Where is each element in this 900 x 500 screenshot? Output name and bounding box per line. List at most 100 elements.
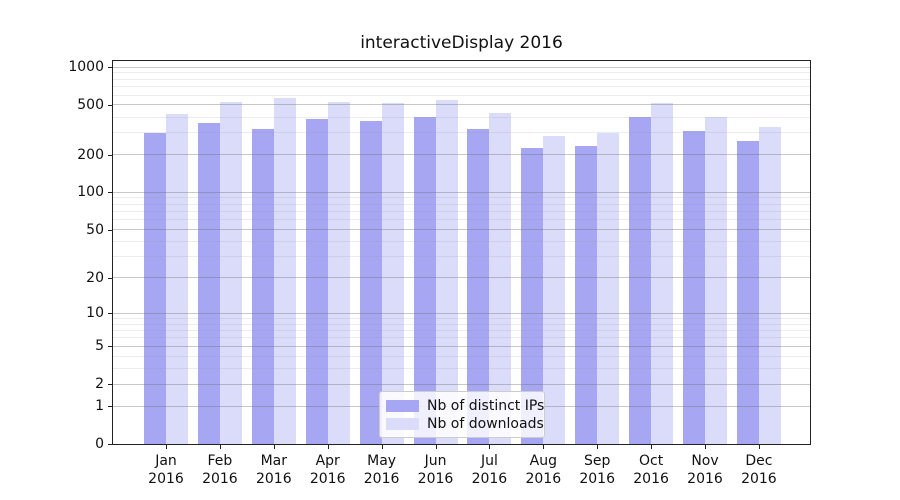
grid-minor-line — [113, 240, 810, 242]
grid-major-line — [113, 277, 810, 279]
bar-downloads-may — [381, 103, 404, 444]
grid-major-line — [113, 104, 810, 106]
x-tick-month: Mar — [260, 453, 287, 469]
x-tick-month: Dec — [745, 453, 773, 469]
y-tick-mark — [108, 67, 112, 69]
bar-downloads-jun — [435, 100, 458, 444]
grid-minor-line — [113, 116, 810, 118]
grid-major-line — [113, 66, 810, 68]
grid-minor-line — [113, 367, 810, 369]
x-tick-year: 2016 — [148, 471, 184, 487]
grid-minor-line — [113, 330, 810, 332]
x-tick-label-mar: Mar 2016 — [242, 452, 306, 488]
y-tick-label: 20 — [86, 269, 104, 286]
x-tick-label-aug: Aug 2016 — [511, 452, 575, 488]
grid-major-line — [113, 383, 810, 385]
y-tick-mark — [108, 384, 112, 386]
y-tick-mark — [108, 313, 112, 315]
y-tick-label: 100 — [77, 184, 104, 201]
bar-downloads-sep — [597, 133, 620, 444]
bar-downloads-jul — [489, 112, 512, 444]
x-tick-label-apr: Apr 2016 — [296, 452, 360, 488]
x-tick-year: 2016 — [363, 471, 400, 487]
x-tick-month: Apr — [315, 453, 340, 469]
x-tick-month: Sep — [583, 453, 611, 469]
bar-downloads-nov — [705, 117, 727, 444]
bar-ips-aug — [521, 147, 544, 444]
grid-minor-line — [113, 256, 810, 258]
bar-ips-feb — [197, 122, 220, 444]
grid-minor-line — [113, 78, 810, 80]
y-tick-mark — [108, 229, 112, 231]
bar-ips-apr — [305, 118, 328, 444]
bar-downloads-aug — [543, 136, 566, 444]
grid-minor-line — [113, 197, 810, 199]
legend-swatch-distinct-ips-icon — [386, 400, 419, 412]
y-tick-label: 200 — [77, 146, 104, 163]
grid-minor-line — [113, 323, 810, 325]
y-tick-label: 2 — [95, 376, 104, 393]
grid-minor-line — [113, 355, 810, 357]
y-tick-label: 10 — [86, 305, 104, 322]
x-tick-mark — [273, 445, 275, 449]
y-tick-mark — [108, 154, 112, 156]
x-tick-month: Nov — [691, 453, 719, 469]
y-tick-mark — [108, 346, 112, 348]
legend: Nb of distinct IPs Nb of downloads — [379, 391, 545, 438]
x-tick-year: 2016 — [202, 471, 238, 487]
grid-minor-line — [113, 337, 810, 339]
x-tick-month: Jan — [155, 453, 177, 469]
x-tick-year: 2016 — [579, 471, 615, 487]
bar-ips-sep — [575, 145, 598, 444]
x-tick-label-oct: Oct 2016 — [619, 452, 683, 488]
x-tick-label-nov: Nov 2016 — [673, 452, 737, 488]
bar-downloads-feb — [219, 101, 242, 444]
x-tick-mark — [489, 445, 491, 449]
bar-ips-jun — [413, 116, 436, 444]
x-tick-mark — [651, 445, 653, 449]
grid-major-line — [113, 345, 810, 347]
x-tick-month: May — [367, 453, 397, 469]
x-tick-year: 2016 — [255, 471, 292, 487]
legend-label-downloads: Nb of downloads — [427, 416, 544, 432]
y-tick-label: 1 — [95, 398, 104, 415]
y-tick-mark — [108, 277, 112, 279]
y-tick-mark — [108, 192, 112, 194]
x-tick-month: Jul — [480, 453, 498, 469]
y-tick-mark — [108, 406, 112, 408]
x-tick-mark — [758, 445, 760, 449]
grid-minor-line — [113, 211, 810, 212]
plot-area: Nb of distinct IPs Nb of downloads — [112, 60, 811, 445]
grid-minor-line — [113, 132, 810, 134]
x-tick-label-jul: Jul 2016 — [457, 452, 521, 488]
legend-item-distinct-ips: Nb of distinct IPs — [386, 397, 544, 415]
x-tick-month: Aug — [529, 453, 557, 469]
grid-minor-line — [113, 72, 810, 74]
x-tick-year: 2016 — [417, 471, 454, 487]
grid-major-line — [113, 229, 810, 231]
bar-downloads-jan — [166, 114, 188, 444]
x-tick-label-dec: Dec 2016 — [727, 452, 791, 488]
grid-minor-line — [113, 219, 810, 221]
y-tick-label: 50 — [86, 221, 104, 238]
bar-ips-mar — [251, 128, 274, 444]
bar-ips-may — [359, 121, 382, 444]
bar-ips-jul — [467, 128, 490, 444]
grid-major-line — [113, 191, 810, 193]
x-tick-month: Oct — [638, 453, 664, 469]
grid-minor-line — [113, 203, 810, 205]
x-tick-mark — [597, 445, 599, 449]
x-tick-year: 2016 — [741, 471, 777, 487]
bar-ips-nov — [683, 130, 705, 444]
x-tick-year: 2016 — [309, 471, 346, 487]
grid-minor-line — [113, 86, 810, 88]
y-tick-label: 1000 — [68, 59, 104, 76]
x-tick-label-may: May 2016 — [350, 452, 414, 488]
legend-item-downloads: Nb of downloads — [386, 415, 544, 433]
x-tick-mark — [219, 445, 221, 449]
x-tick-label-sep: Sep 2016 — [565, 452, 629, 488]
y-tick-label: 0 — [95, 436, 104, 452]
bar-downloads-mar — [273, 98, 296, 444]
grid-minor-line — [113, 317, 810, 319]
